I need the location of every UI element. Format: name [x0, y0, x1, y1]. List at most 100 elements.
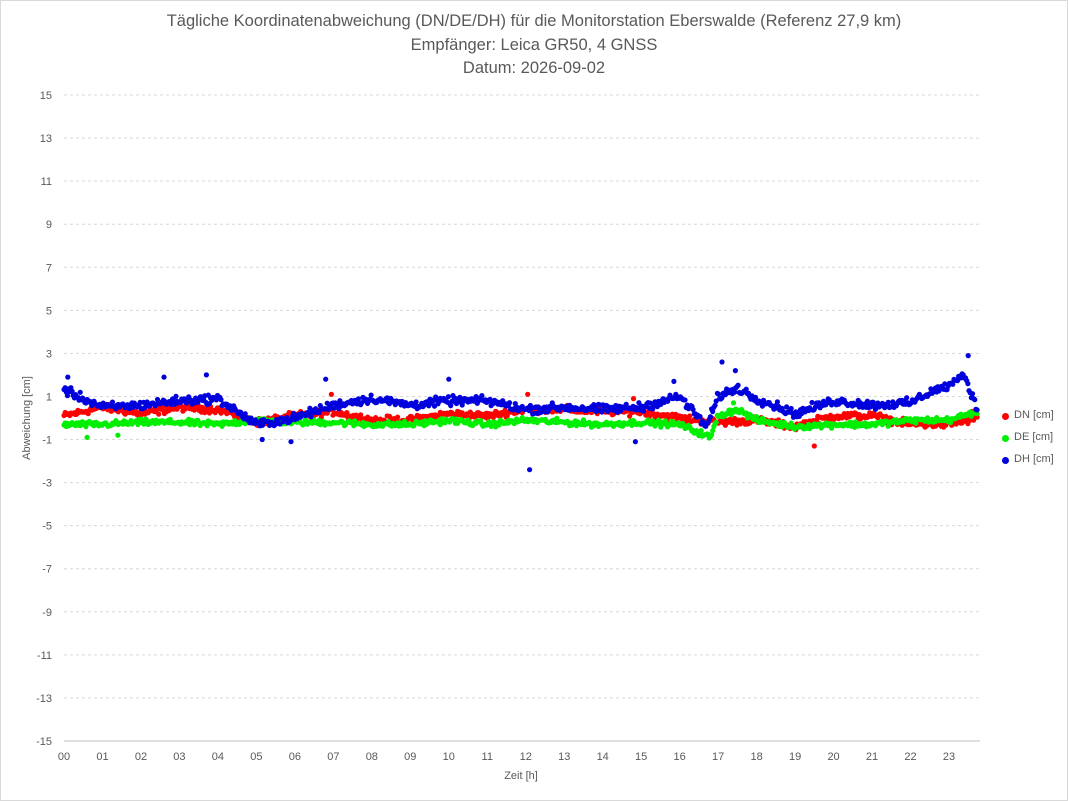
legend-label: DE [cm]	[1014, 431, 1054, 443]
data-point	[448, 403, 454, 409]
y-tick-label: -11	[37, 650, 52, 662]
y-tick-label: 9	[46, 219, 52, 231]
x-tick-label: 16	[674, 751, 686, 763]
legend-marker	[1002, 413, 1009, 420]
x-tick-label: 21	[866, 751, 878, 763]
data-point	[284, 415, 290, 421]
x-axis-ticks: 00 01 02 03 04 05 06 07 08 09 10 11 12 13 14 15 16 17 18 19…	[58, 751, 955, 763]
y-tick-label: 5	[46, 305, 52, 317]
data-point	[64, 393, 71, 399]
data-points	[61, 353, 980, 473]
data-point	[788, 405, 794, 412]
legend-label: DN [cm]	[1014, 409, 1054, 421]
data-point	[671, 378, 677, 384]
data-point	[413, 399, 419, 405]
data-point	[446, 376, 452, 382]
y-tick-label: -15	[36, 736, 52, 748]
x-tick-label: 00	[58, 751, 70, 763]
data-point	[947, 420, 954, 426]
data-point	[712, 402, 718, 408]
x-tick-label: 11	[482, 751, 493, 763]
data-point	[707, 414, 714, 420]
data-point	[690, 406, 696, 413]
data-point	[719, 395, 725, 401]
data-point	[662, 418, 669, 424]
x-tick-label: 08	[366, 751, 378, 763]
data-point	[709, 432, 715, 438]
y-tick-label: 11	[41, 176, 52, 188]
y-tick-label: 1	[46, 391, 52, 403]
data-point	[355, 396, 361, 402]
data-point	[682, 397, 688, 403]
data-point	[965, 381, 971, 387]
legend-item: DH [cm]	[1002, 453, 1068, 469]
x-tick-label: 10	[443, 751, 455, 763]
y-axis-label: Abweichung [cm]	[21, 376, 33, 460]
data-point	[784, 404, 790, 410]
data-point	[870, 399, 876, 405]
data-point	[437, 422, 443, 428]
data-point	[885, 399, 891, 405]
data-point	[308, 414, 314, 420]
data-point	[173, 393, 179, 399]
data-point	[291, 410, 297, 416]
data-point	[496, 422, 502, 428]
data-point	[617, 408, 624, 414]
data-point	[904, 395, 910, 401]
data-point	[69, 388, 75, 394]
x-tick-label: 05	[250, 751, 262, 763]
y-tick-label: -3	[42, 478, 52, 490]
data-point	[924, 415, 931, 421]
data-point	[754, 414, 760, 420]
legend-label: DH [cm]	[1014, 453, 1054, 465]
data-point	[687, 413, 693, 419]
y-tick-label: -7	[42, 564, 52, 576]
data-point	[479, 393, 485, 399]
y-tick-label: 13	[40, 133, 52, 145]
data-point	[507, 400, 513, 406]
data-point	[77, 389, 83, 395]
data-point	[710, 428, 716, 434]
data-point	[715, 391, 722, 397]
data-point	[203, 372, 209, 378]
data-point	[944, 415, 950, 421]
data-point	[913, 420, 919, 426]
data-point	[527, 467, 533, 473]
data-point	[774, 399, 781, 405]
legend-marker	[1002, 457, 1009, 464]
data-point	[328, 391, 334, 397]
data-point	[974, 407, 980, 413]
data-point	[713, 419, 719, 425]
x-tick-label: 01	[96, 751, 108, 763]
y-tick-label: 7	[46, 262, 52, 274]
data-point	[632, 439, 639, 445]
data-point	[735, 382, 741, 388]
data-point	[490, 414, 496, 420]
data-point	[732, 368, 739, 374]
x-tick-label: 17	[712, 751, 724, 763]
data-point	[719, 359, 725, 365]
y-axis-ticks: 15 13 11 9 7 5 3 1 -1 -3 -5 -7 -9 -11 -13 -15	[36, 90, 52, 748]
x-tick-label: 04	[212, 751, 224, 763]
data-point	[182, 406, 188, 412]
x-tick-label: 02	[135, 751, 147, 763]
data-point	[950, 381, 956, 387]
data-point	[109, 399, 116, 405]
x-tick-label: 15	[635, 751, 647, 763]
data-point	[248, 415, 254, 421]
data-point	[156, 411, 162, 417]
data-point	[473, 394, 479, 400]
data-point	[969, 391, 976, 397]
data-point	[525, 391, 531, 397]
chart-subtitle: Empfänger: Leica GR50, 4 GNSS	[410, 36, 658, 54]
legend-marker	[1002, 435, 1009, 442]
data-point	[161, 374, 167, 380]
data-point	[829, 425, 835, 431]
x-axis-label: Zeit [h]	[504, 770, 538, 782]
data-point	[697, 413, 703, 420]
y-tick-label: -13	[36, 693, 52, 705]
data-point	[737, 421, 744, 427]
x-tick-label: 18	[750, 751, 762, 763]
data-point	[288, 439, 294, 445]
